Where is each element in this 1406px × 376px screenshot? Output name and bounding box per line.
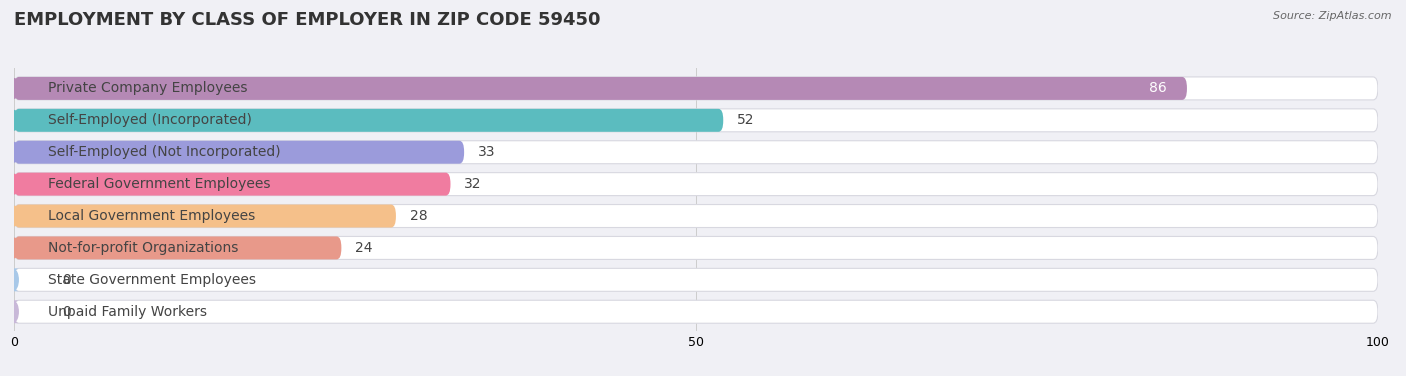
Circle shape — [10, 143, 18, 162]
Text: Self-Employed (Incorporated): Self-Employed (Incorporated) — [48, 113, 252, 127]
Text: EMPLOYMENT BY CLASS OF EMPLOYER IN ZIP CODE 59450: EMPLOYMENT BY CLASS OF EMPLOYER IN ZIP C… — [14, 11, 600, 29]
Text: 86: 86 — [1149, 82, 1167, 96]
Circle shape — [10, 174, 18, 194]
FancyBboxPatch shape — [14, 173, 1378, 196]
Text: Unpaid Family Workers: Unpaid Family Workers — [48, 305, 207, 319]
FancyBboxPatch shape — [14, 205, 1378, 227]
Circle shape — [10, 238, 18, 258]
Text: Self-Employed (Not Incorporated): Self-Employed (Not Incorporated) — [48, 145, 281, 159]
Circle shape — [10, 206, 18, 226]
FancyBboxPatch shape — [14, 268, 1378, 291]
FancyBboxPatch shape — [10, 300, 18, 323]
Text: Source: ZipAtlas.com: Source: ZipAtlas.com — [1274, 11, 1392, 21]
Text: Private Company Employees: Private Company Employees — [48, 82, 247, 96]
Circle shape — [10, 302, 18, 321]
FancyBboxPatch shape — [14, 205, 396, 227]
Text: State Government Employees: State Government Employees — [48, 273, 256, 287]
FancyBboxPatch shape — [14, 77, 1378, 100]
Text: 32: 32 — [464, 177, 482, 191]
FancyBboxPatch shape — [14, 141, 1378, 164]
Text: Federal Government Employees: Federal Government Employees — [48, 177, 271, 191]
FancyBboxPatch shape — [14, 237, 342, 259]
Text: 24: 24 — [354, 241, 373, 255]
FancyBboxPatch shape — [14, 109, 1378, 132]
Circle shape — [10, 79, 18, 98]
FancyBboxPatch shape — [14, 141, 464, 164]
FancyBboxPatch shape — [14, 77, 1187, 100]
Text: 28: 28 — [409, 209, 427, 223]
Text: 0: 0 — [62, 273, 70, 287]
Text: Not-for-profit Organizations: Not-for-profit Organizations — [48, 241, 239, 255]
Text: 0: 0 — [62, 305, 70, 319]
Text: 52: 52 — [737, 113, 755, 127]
FancyBboxPatch shape — [14, 237, 1378, 259]
Circle shape — [10, 111, 18, 130]
FancyBboxPatch shape — [10, 268, 18, 291]
Text: 33: 33 — [478, 145, 495, 159]
FancyBboxPatch shape — [14, 173, 450, 196]
Text: Local Government Employees: Local Government Employees — [48, 209, 256, 223]
FancyBboxPatch shape — [14, 109, 723, 132]
Circle shape — [10, 270, 18, 290]
FancyBboxPatch shape — [14, 300, 1378, 323]
